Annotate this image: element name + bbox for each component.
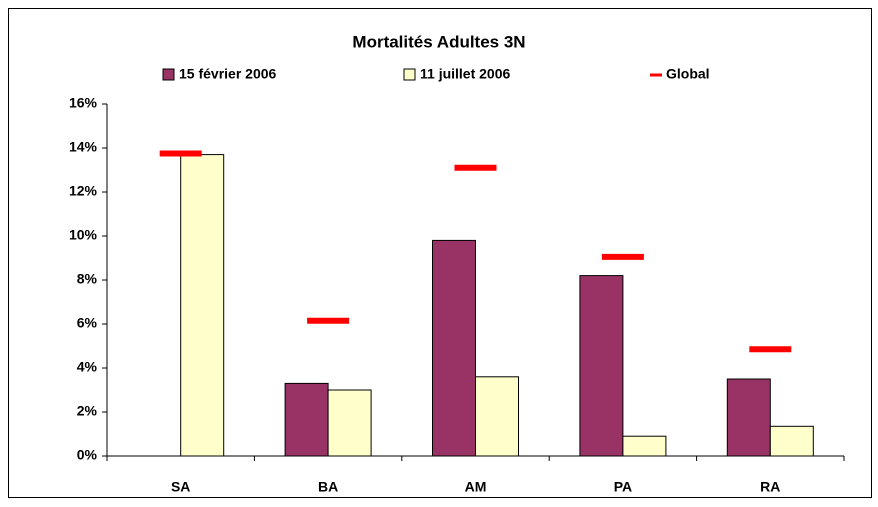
bar [769,425,814,457]
legend-label: 15 février 2006 [179,66,277,82]
y-tick-label: 0% [77,447,98,463]
bar [327,389,372,457]
bar [180,154,225,457]
legend-swatch [162,68,175,81]
bar [622,435,667,457]
legend-label: Global [666,66,710,82]
y-tick-label: 6% [77,315,98,331]
bar [579,275,624,457]
chart-title: Mortalités Adultes 3N [352,32,525,51]
legend-label: 11 juillet 2006 [420,66,510,82]
x-tick-label: PA [614,479,632,495]
bar [284,382,329,457]
y-tick-label: 2% [77,403,98,419]
y-tick-label: 16% [69,95,98,111]
x-tick-label: AM [465,479,487,495]
y-tick-label: 4% [77,359,98,375]
x-tick-label: SA [171,479,190,495]
y-tick-label: 14% [69,139,98,155]
bar [475,376,519,457]
y-tick-label: 12% [69,183,98,199]
x-tick-label: RA [760,479,780,495]
y-tick-label: 10% [69,227,98,243]
legend-swatch [403,68,416,81]
bar [726,378,771,457]
x-tick-label: BA [318,479,338,495]
bar [432,239,476,457]
y-tick-label: 8% [77,271,98,287]
